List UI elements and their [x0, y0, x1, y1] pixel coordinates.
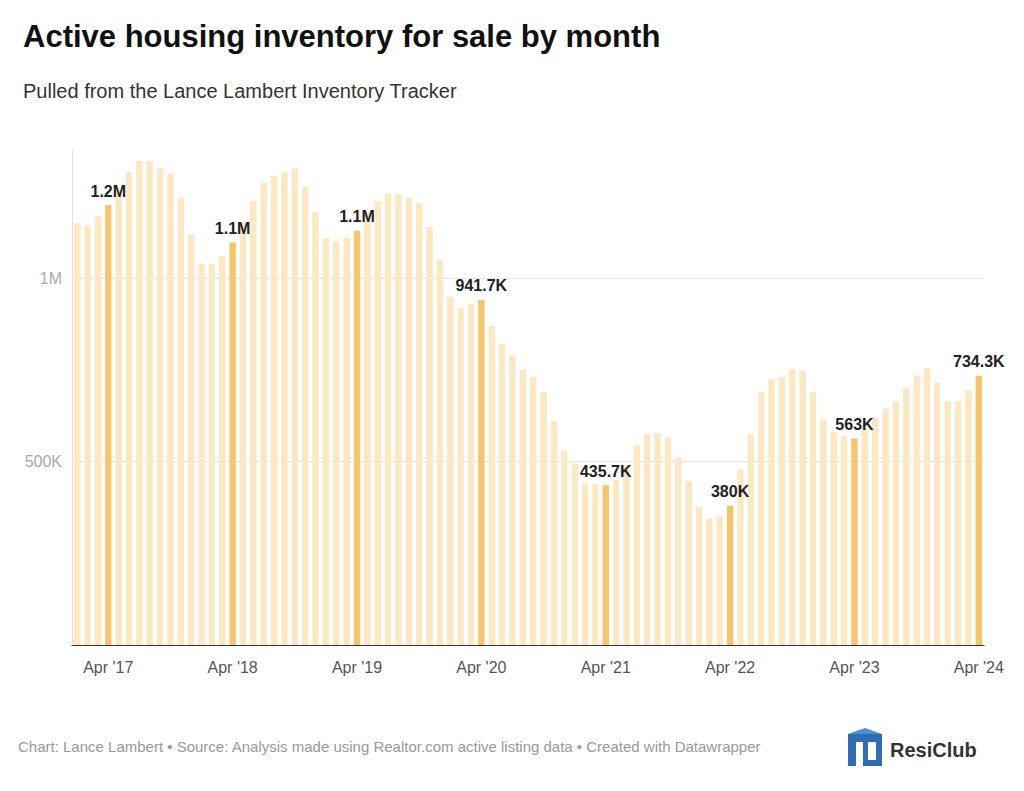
svg-text:500K: 500K: [25, 453, 63, 470]
svg-text:734.3K: 734.3K: [953, 353, 1005, 370]
svg-text:ResiClub: ResiClub: [890, 739, 977, 761]
svg-text:1.1M: 1.1M: [215, 220, 251, 237]
svg-text:941.7K: 941.7K: [456, 277, 508, 294]
svg-text:380K: 380K: [711, 483, 750, 500]
svg-text:Apr '17: Apr '17: [83, 659, 133, 676]
svg-text:1.2M: 1.2M: [90, 183, 126, 200]
svg-text:Apr '22: Apr '22: [705, 659, 755, 676]
svg-text:Chart: Lance Lambert • Source:: Chart: Lance Lambert • Source: Analysis …: [18, 738, 761, 755]
svg-text:Apr '23: Apr '23: [829, 659, 879, 676]
svg-text:435.7K: 435.7K: [580, 463, 632, 480]
svg-text:1M: 1M: [40, 270, 62, 287]
svg-text:Apr '24: Apr '24: [954, 659, 1004, 676]
svg-text:Apr '19: Apr '19: [332, 659, 382, 676]
svg-text:Active housing inventory for s: Active housing inventory for sale by mon…: [23, 19, 660, 54]
svg-text:563K: 563K: [835, 416, 874, 433]
svg-text:Apr '21: Apr '21: [581, 659, 631, 676]
svg-text:Pulled from the Lance Lambert: Pulled from the Lance Lambert Inventory …: [23, 80, 457, 102]
svg-text:1.1M: 1.1M: [339, 208, 375, 225]
svg-text:Apr '18: Apr '18: [208, 659, 258, 676]
svg-text:Apr '20: Apr '20: [456, 659, 506, 676]
